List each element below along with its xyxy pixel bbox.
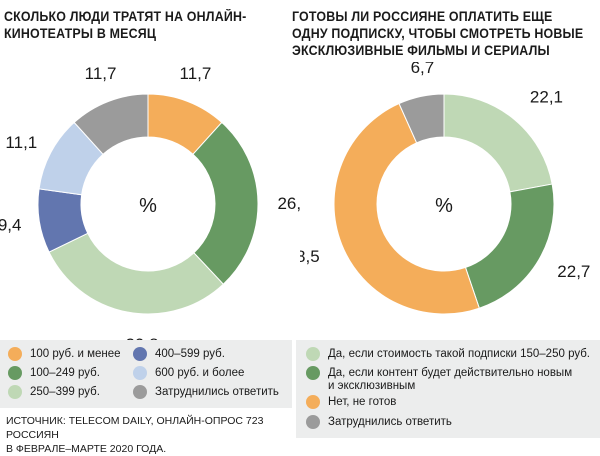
right-value-label-3: 48,5 [300,247,320,266]
left-legend-item-4: 400–599 руб. [133,347,225,361]
right-legend-label-3: Нет, не готов [328,396,397,408]
left-legend-swatch-1 [8,347,22,361]
left-legend-label-5: 600 руб. и более [155,367,245,379]
left-legend-item-5: 600 руб. и более [133,366,245,380]
right-legend-label-2: Да, если контент будет действительно нов… [328,367,573,392]
right-slice-3 [333,102,480,315]
left-legend-item-6: Затруднились ответить [133,385,279,399]
left-chart-title: СКОЛЬКО ЛЮДИ ТРАТЯТ НА ОНЛАЙН- КИНОТЕАТР… [4,9,247,41]
left-legend-swatch-6 [133,385,147,399]
left-value-label-3: 29,8 [126,335,159,342]
left-legend: 100 руб. и менее 100–249 руб. 250–399 руб.… [0,340,292,408]
left-legend-swatch-2 [8,366,22,380]
right-slice-2 [464,183,555,309]
left-value-label-2: 26,3 [277,194,300,213]
left-legend-label-1: 100 руб. и менее [30,348,121,360]
left-slice-6 [73,93,149,156]
right-legend-item-1: Да, если стоимость такой подписки 150–25… [306,347,590,361]
left-slice-3 [48,232,225,315]
left-legend-label-2: 100–249 руб. [30,367,100,379]
left-slice-2 [192,121,259,285]
left-legend-label-3: 250–399 руб. [30,386,100,398]
left-legend-label-6: Затруднились ответить [155,386,279,398]
left-value-label-6: 11,7 [85,64,117,83]
right-legend: Да, если стоимость такой подписки 150–25… [296,340,600,438]
right-legend-item-4: Затруднились ответить [306,415,452,429]
right-value-label-2: 22,7 [557,262,590,281]
left-legend-swatch-5 [133,366,147,380]
right-legend-swatch-1 [306,347,320,361]
left-center-label: % [139,195,157,217]
right-legend-label-1: Да, если стоимость такой подписки 150–25… [328,348,590,360]
right-chart-title: ГОТОВЫ ЛИ РОССИЯНЕ ОПЛАТИТЬ ЕЩЕ ОДНУ ПОД… [292,9,584,58]
right-legend-item-2: Да, если контент будет действительно нов… [306,366,573,393]
left-value-label-4: 9,4 [0,216,21,235]
left-legend-label-4: 400–599 руб. [155,348,225,360]
right-donut-chart: 22,1 22,7 48,5 6,7 % [300,62,590,315]
right-legend-label-4: Затруднились ответить [328,416,452,428]
right-slice-4 [398,93,445,144]
right-center-label: % [435,195,453,217]
left-legend-swatch-3 [8,385,22,399]
left-legend-swatch-4 [133,347,147,361]
left-legend-item-2: 100–249 руб. [8,366,100,380]
left-legend-item-3: 250–399 руб. [8,385,100,399]
right-legend-item-3: Нет, не готов [306,395,397,409]
right-legend-swatch-2 [306,366,320,380]
right-value-label-1: 22,1 [530,88,563,107]
left-legend-item-1: 100 руб. и менее [8,347,121,361]
right-legend-swatch-4 [306,415,320,429]
left-donut-chart: 11,7 26,3 29,8 9,4 11,1 11,7 % [0,64,300,342]
right-legend-swatch-3 [306,395,320,409]
right-slice-1 [443,93,553,193]
right-value-label-4: 6,7 [411,62,435,77]
left-value-label-1: 11,7 [180,64,212,83]
left-value-label-5: 11,1 [5,133,37,152]
